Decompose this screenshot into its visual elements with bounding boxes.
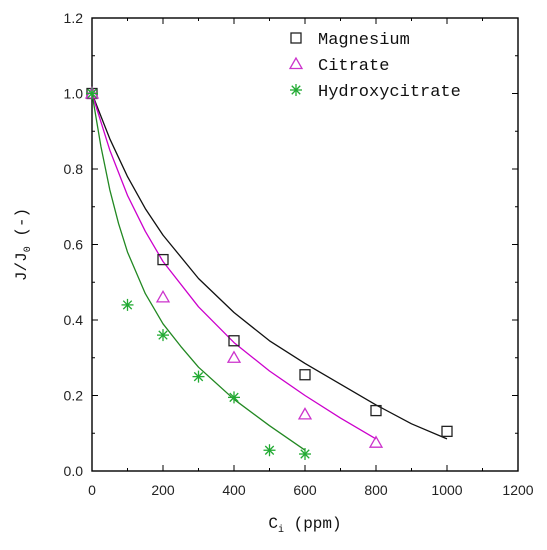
asterisk-marker (157, 329, 169, 342)
asterisk-marker (192, 370, 205, 383)
asterisk-marker (263, 444, 276, 457)
y-axis-title: J/J0 (-) (13, 208, 34, 281)
square-marker (228, 335, 240, 347)
axes: 0 200 400 600 800 1000 1200 0.0 0.2 0.4 0.6 0.8 1.0 1… (64, 10, 534, 498)
asterisk-stroke (158, 330, 168, 340)
asterisk-marker (228, 391, 240, 404)
x-tick-label: 1200 (502, 482, 533, 498)
legend: Magnesium Citrate Hydroxycitrate (288, 31, 461, 102)
asterisk-stroke (87, 88, 97, 99)
square-marker (290, 32, 302, 44)
y-tick-label: 0.6 (64, 237, 84, 253)
asterisk-stroke (229, 392, 239, 403)
asterisk-stroke (291, 85, 301, 95)
y-tick-label: 0.8 (64, 161, 84, 177)
asterisk-marker (299, 448, 311, 461)
y-tick-label: 0.2 (64, 388, 84, 404)
x-tick-label: 600 (293, 482, 317, 498)
triangle-marker (155, 290, 171, 303)
x-tick-label: 200 (151, 482, 175, 498)
triangle-marker (368, 435, 384, 448)
legend-label-hydroxycitrate: Hydroxycitrate (318, 83, 461, 102)
triangle-marker (288, 56, 304, 70)
fit-curves (91, 93, 448, 451)
x-tick-label: 0 (88, 482, 96, 498)
y-tick-label: 0.0 (64, 463, 84, 479)
legend-label-magnesium: Magnesium (318, 31, 410, 50)
y-tick-label: 1.0 (64, 86, 84, 102)
asterisk-marker (290, 84, 302, 96)
triangle-marker (226, 350, 242, 363)
square-marker (370, 404, 382, 417)
square-marker (441, 425, 453, 438)
fit-curve-magnesium (91, 93, 448, 440)
asterisk-stroke (264, 445, 275, 455)
asterisk-marker (121, 298, 134, 311)
y-tick-label: 0.4 (64, 312, 84, 328)
fit-curve-hydroxycitrate (91, 93, 306, 451)
y-tick-label: 1.2 (64, 10, 84, 26)
square-marker (299, 369, 311, 381)
asterisk-stroke (193, 371, 204, 382)
x-tick-label: 400 (222, 482, 246, 498)
triangle-marker (297, 407, 313, 420)
data-markers (84, 86, 453, 461)
x-axis-title: Ci (ppm) (268, 515, 341, 536)
legend-label-citrate: Citrate (318, 57, 389, 76)
x-tick-label: 800 (364, 482, 388, 498)
x-tick-label: 1000 (431, 482, 462, 498)
square-marker (157, 253, 169, 266)
fit-curve-citrate (91, 93, 377, 440)
asterisk-marker (86, 87, 98, 100)
asterisk-stroke (300, 449, 310, 459)
asterisk-stroke (122, 300, 133, 310)
